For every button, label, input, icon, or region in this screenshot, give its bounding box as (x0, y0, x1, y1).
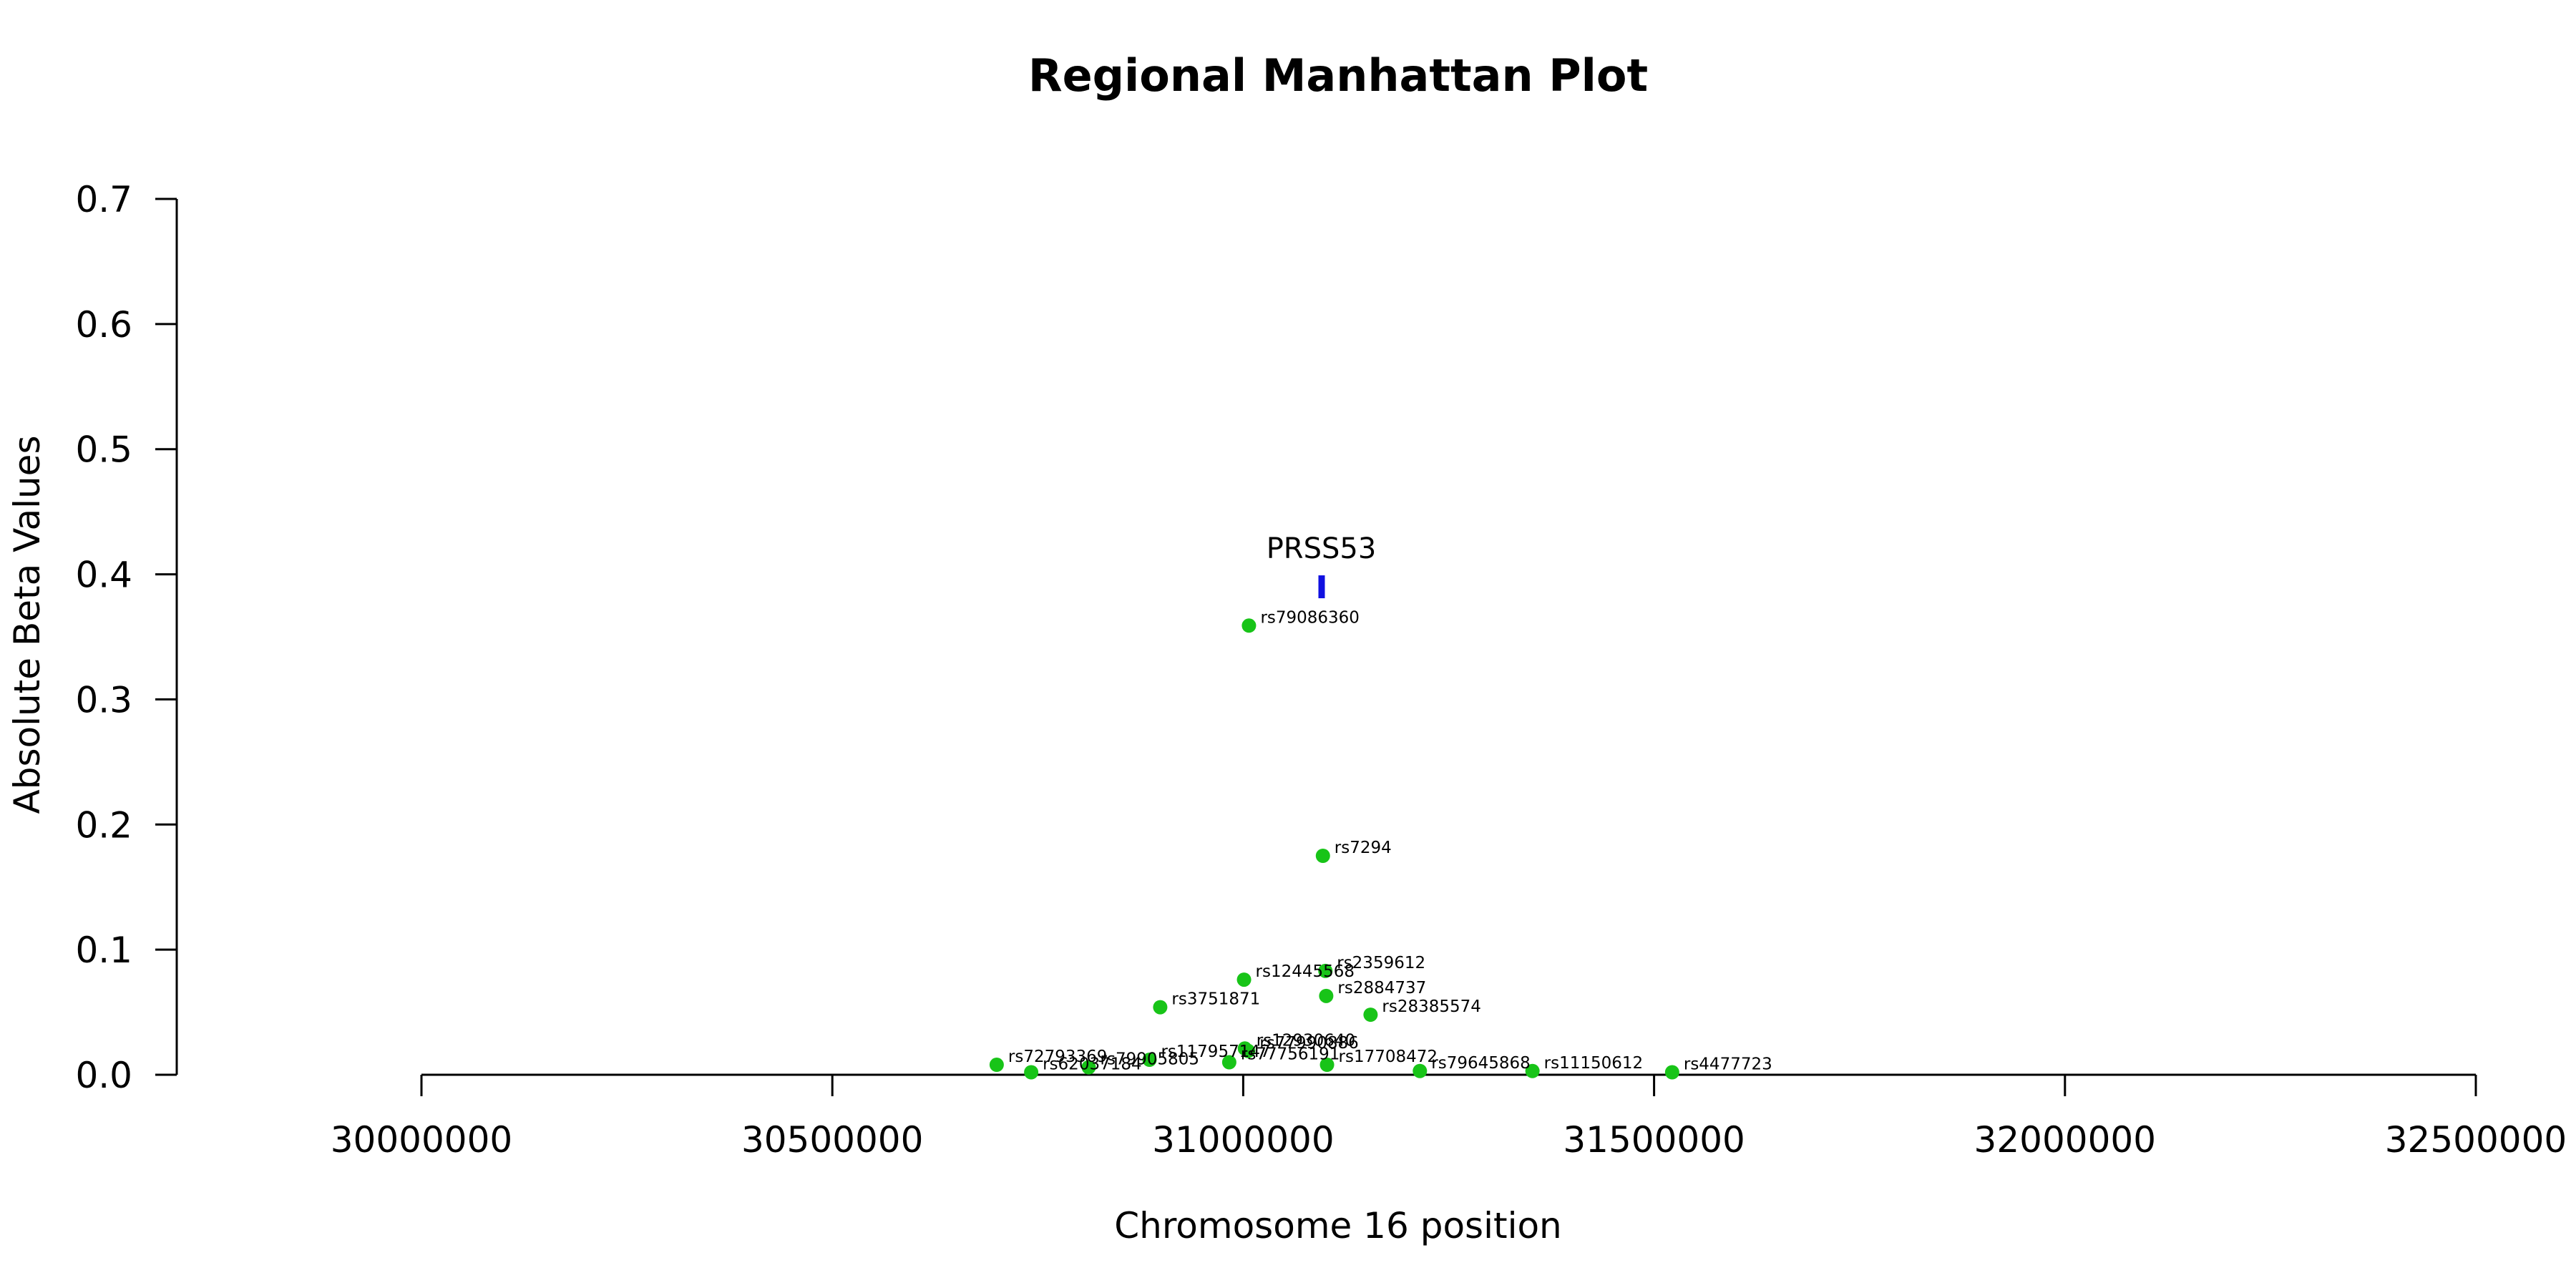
snp-point (1142, 1053, 1157, 1068)
snp-point (1319, 1058, 1335, 1073)
x-tick-label: 30000000 (331, 1119, 513, 1161)
x-tick-label: 30500000 (741, 1119, 924, 1161)
snp-point (1236, 972, 1252, 987)
snp-label: rs28385574 (1382, 997, 1481, 1016)
gene-label: PRSS53 (1267, 532, 1377, 565)
snp-point (989, 1058, 1004, 1073)
y-axis-label: Absolute Beta Values (6, 436, 48, 814)
snp-label: rs79645868 (1431, 1054, 1531, 1073)
snp-label: rs4477723 (1684, 1055, 1772, 1074)
snp-points (989, 618, 1679, 1080)
snp-label: rs3751871 (1171, 990, 1260, 1009)
snp-label: rs72793369 (1008, 1048, 1108, 1066)
y-tick-label: 0.1 (75, 930, 132, 971)
y-tick-label: 0.3 (75, 679, 132, 721)
y-tick-label: 0.4 (75, 555, 132, 596)
y-tick-label: 0.5 (75, 429, 132, 471)
snp-labels: rs79086360 rs7294 rs2359612rs12445568rs288… (1008, 608, 1772, 1073)
snp-point (1525, 1063, 1540, 1078)
snp-point (1318, 963, 1333, 978)
snp-label: rs79905805 (1101, 1050, 1200, 1069)
x-tick-label: 32000000 (1974, 1119, 2157, 1161)
gene-marker (1318, 575, 1325, 599)
snp-label: rs117957147 (1161, 1043, 1270, 1061)
snp-point (1241, 618, 1257, 633)
snp-label: rs2884737 (1337, 979, 1426, 997)
snp-point (1319, 988, 1334, 1003)
snp-point (1241, 1043, 1256, 1058)
snp-label: rs77756191 (1241, 1045, 1340, 1064)
x-tick-label: 31000000 (1152, 1119, 1335, 1161)
x-axis: 30000000 30500000 31000000 31500000 32000000… (331, 1073, 2567, 1161)
y-tick-label: 0.6 (75, 304, 132, 346)
snp-point (1024, 1065, 1039, 1080)
y-tick-label: 0.0 (75, 1055, 132, 1096)
snp-point (1221, 1055, 1236, 1070)
x-tick-label: 31500000 (1563, 1119, 1745, 1161)
gene-markers: PRSS53 (1267, 532, 1377, 599)
snp-label: rs79086360 (1260, 608, 1360, 627)
snp-point (1664, 1065, 1679, 1080)
y-tick-label: 0.7 (75, 179, 132, 220)
chart-title: Regional Manhattan Plot (1028, 49, 1648, 102)
snp-label: rs17708472 (1339, 1048, 1438, 1066)
snp-label: rs62037184 (1043, 1055, 1142, 1074)
snp-label: rs11150612 (1544, 1054, 1644, 1073)
x-axis-label: Chromosome 16 position (1114, 1205, 1562, 1246)
snp-label: rs12445568 (1256, 962, 1355, 981)
snp-point (1153, 1000, 1168, 1015)
snp-point (1363, 1008, 1378, 1023)
x-tick-label: 32500000 (2385, 1119, 2567, 1161)
snp-point (1081, 1060, 1096, 1075)
y-axis: 0.0 0.1 0.2 0.3 0.4 0.5 0.6 0.7 (75, 179, 178, 1096)
y-tick-label: 0.2 (75, 804, 132, 846)
snp-point (1315, 849, 1330, 863)
snp-label: rs12930640 (1257, 1031, 1356, 1050)
snp-label: rs7294 (1335, 839, 1392, 857)
snp-label: rs77990886 (1259, 1034, 1359, 1053)
snp-point (1413, 1063, 1428, 1078)
snp-label: rs2359612 (1337, 954, 1425, 972)
